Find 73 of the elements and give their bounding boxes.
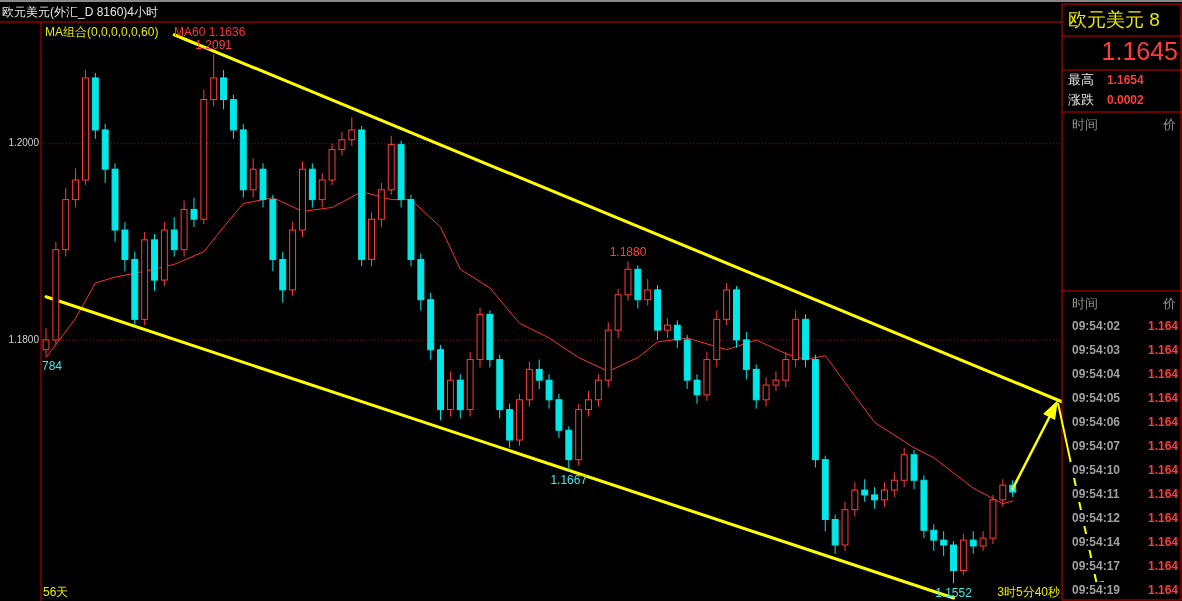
text: 09:54:10 (1072, 463, 1121, 477)
candlestick (210, 53, 218, 107)
candlestick (72, 167, 80, 208)
annotation: 1.1880 (609, 245, 647, 260)
annotation: 56天 (43, 585, 69, 599)
candlestick (861, 478, 869, 503)
text: MA60 1.1636 (174, 25, 246, 39)
candlestick (585, 390, 592, 417)
candlestick (930, 523, 938, 552)
y-tick-label: 1.2000 (8, 137, 40, 149)
candlestick (170, 216, 178, 258)
text: 0.0002 (1107, 93, 1145, 107)
text: 1.164 (1147, 367, 1179, 381)
text: 09:54:05 (1072, 391, 1121, 405)
text: 09:54:02 (1072, 319, 1121, 333)
text: 09:54:19 (1072, 583, 1121, 597)
candlestick (348, 116, 356, 147)
candlestick (673, 319, 681, 349)
annotation: 3时5分40秒 (997, 585, 1060, 599)
candlestick (644, 278, 652, 307)
candlestick (851, 481, 859, 518)
text: 1.164 (1147, 463, 1179, 477)
text: 1.164 (1147, 535, 1179, 549)
candlestick (762, 376, 770, 408)
text: 09:54:07 (1072, 439, 1121, 453)
candlestick (880, 481, 888, 508)
text: 1.1645 (1101, 37, 1178, 65)
candlestick (535, 359, 543, 390)
candlestick (979, 530, 987, 552)
text: 09:54:17 (1072, 559, 1121, 573)
text: 1.164 (1147, 415, 1179, 429)
text: 09:54:14 (1072, 535, 1121, 549)
candlestick (871, 486, 879, 510)
candlestick (594, 373, 602, 408)
y-tick-label: 1.1800 (8, 333, 40, 345)
text: 1.164 (1147, 391, 1179, 405)
text: 09:54:04 (1072, 367, 1121, 381)
candlestick (693, 373, 701, 405)
annotation: 784 (42, 358, 63, 373)
text: 1.164 (1147, 439, 1179, 453)
text: 09:54:06 (1072, 415, 1121, 429)
text: 时间 (1072, 296, 1098, 311)
text: 1.164 (1147, 343, 1179, 357)
text: 价 (1162, 117, 1176, 132)
candlestick (969, 530, 977, 555)
text: 欧元美元 8 (1068, 9, 1160, 30)
annotation: 1.1667 (550, 473, 588, 488)
candlestick (190, 197, 198, 228)
candlestick (890, 471, 898, 498)
text: 价 (1162, 296, 1176, 311)
text: 1.164 (1147, 583, 1179, 597)
candlestick (663, 317, 671, 339)
text: 最高 (1068, 72, 1094, 87)
text: 09:54:12 (1072, 511, 1121, 525)
text: 时间 (1072, 117, 1098, 132)
annotation: 1.1552 (935, 586, 973, 601)
candlestick (220, 69, 228, 110)
candlestick (772, 370, 780, 392)
candlestick (940, 530, 948, 557)
text: 09:54:11 (1072, 487, 1120, 501)
candlestick (782, 351, 790, 388)
text: 09:54:03 (1072, 343, 1121, 357)
candlestick (338, 131, 346, 156)
text: 1.164 (1147, 511, 1179, 525)
candlestick (545, 373, 553, 410)
chart-title: 欧元美元(外汇_D 8160)4小时 (2, 5, 159, 19)
candlestick (249, 157, 257, 199)
text: 1.1654 (1107, 73, 1145, 87)
text: 涨跌 (1068, 92, 1094, 107)
text: 1.164 (1147, 559, 1179, 573)
annotation: MA组合(0,0,0,0,0,60) (45, 25, 159, 39)
text: 1.164 (1147, 319, 1179, 333)
text: 1.164 (1147, 487, 1179, 501)
